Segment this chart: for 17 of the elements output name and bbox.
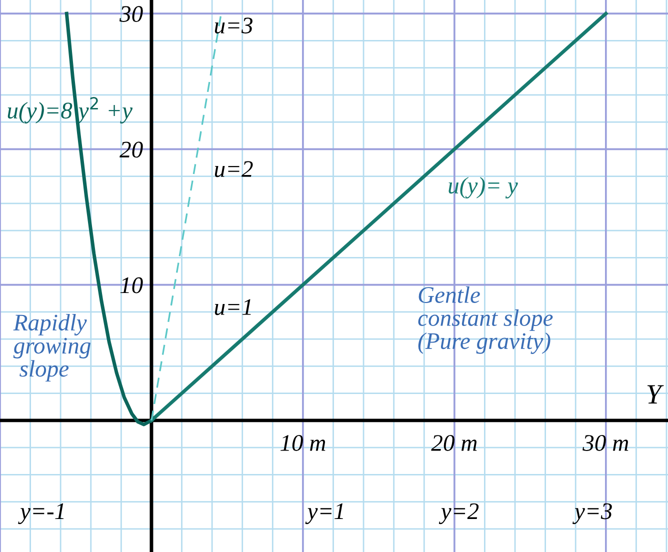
annotation: y=2 [438, 503, 479, 524]
x-axis-title: Y [647, 385, 664, 404]
annotation: u=2 [214, 161, 253, 178]
x-tick-label: 30 m [582, 435, 628, 451]
x-tick-label: 20 m [431, 435, 477, 451]
annotation: y=-1 [18, 503, 64, 524]
x-tick-label: 10 m [280, 435, 326, 451]
annotation: u=1 [214, 299, 251, 316]
annotation: y=1 [305, 503, 343, 524]
annotation: u=3 [214, 18, 252, 34]
y-tick-label: 10 [120, 277, 143, 294]
y-tick-label: 20 [120, 142, 143, 158]
annotation: y=3 [572, 503, 612, 524]
annotation: Rapidly growing slope [13, 314, 91, 382]
y-tick-label: 30 [119, 6, 143, 22]
annotation: Gentle constant slope (Pure gravity) [418, 286, 553, 354]
series-label: u(y)= y [448, 176, 518, 198]
